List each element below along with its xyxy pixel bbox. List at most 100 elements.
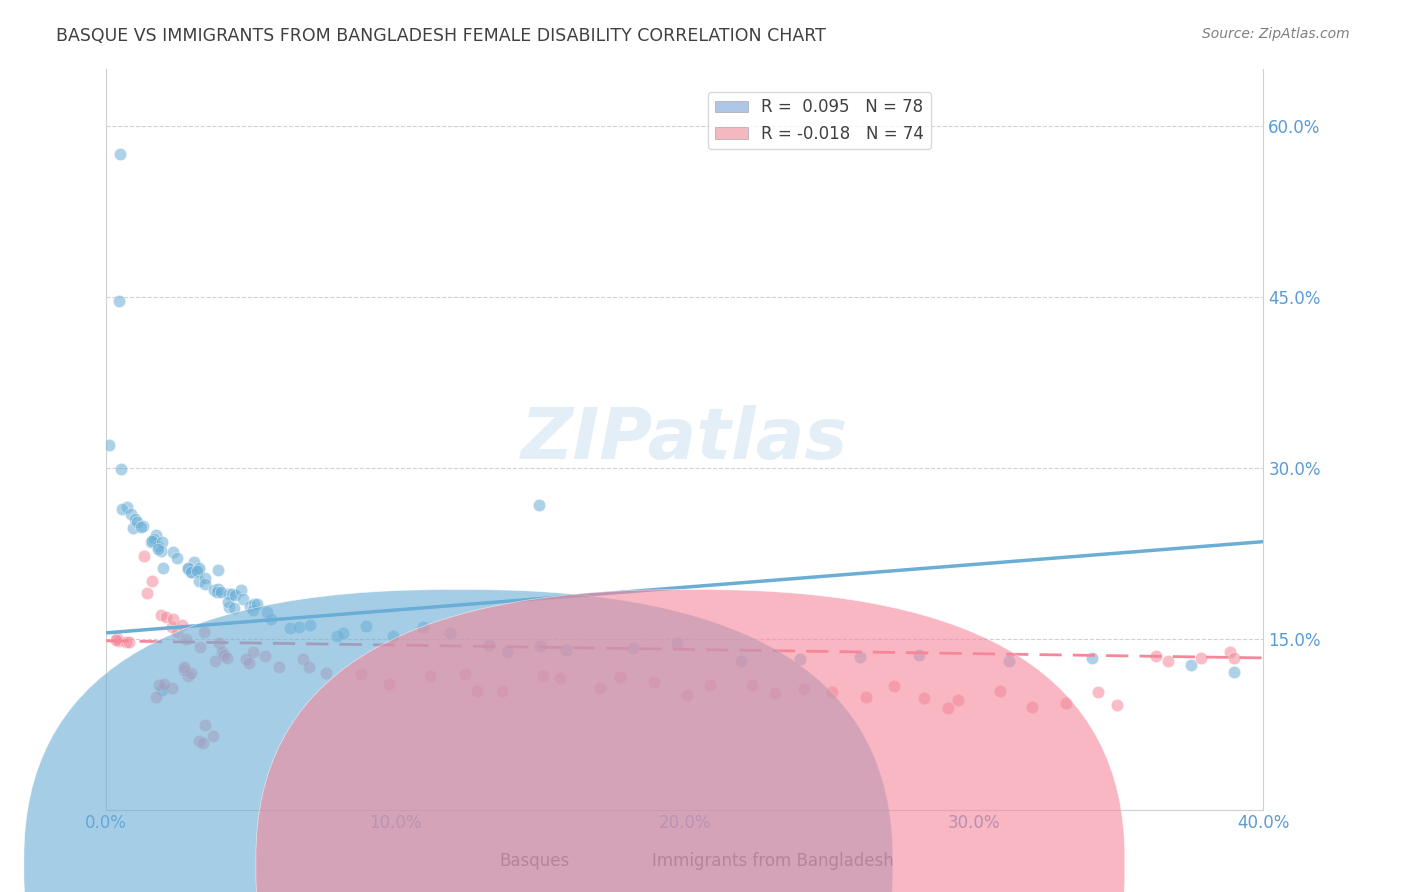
Point xyxy=(730,654,752,668)
Point xyxy=(988,684,1011,698)
Point xyxy=(177,560,200,574)
Point xyxy=(104,633,127,648)
Point xyxy=(211,645,233,659)
Point xyxy=(173,663,195,677)
Point xyxy=(278,621,301,635)
Point xyxy=(1180,658,1202,673)
Point xyxy=(188,560,211,574)
Point xyxy=(253,649,276,664)
Point xyxy=(193,625,215,640)
Point xyxy=(243,597,266,611)
Point xyxy=(194,718,217,732)
Point xyxy=(242,603,264,617)
Point xyxy=(699,678,721,692)
Point xyxy=(256,605,278,619)
Point xyxy=(217,595,239,609)
Point xyxy=(141,533,163,548)
Point xyxy=(218,599,240,614)
Point xyxy=(148,542,170,557)
Point xyxy=(134,549,156,563)
Point xyxy=(173,659,195,673)
Point xyxy=(166,624,188,639)
Point xyxy=(148,678,170,692)
Point xyxy=(269,659,291,673)
Point xyxy=(218,587,240,601)
Point xyxy=(108,634,131,648)
Point xyxy=(110,462,132,476)
Point xyxy=(142,532,165,546)
Point xyxy=(135,586,157,600)
Point xyxy=(222,601,245,615)
Point xyxy=(202,729,225,743)
Point xyxy=(382,629,405,643)
Point xyxy=(589,681,612,696)
Point xyxy=(454,667,477,681)
Point xyxy=(181,565,204,579)
Point xyxy=(855,690,877,704)
Point xyxy=(215,651,238,665)
Point xyxy=(214,648,236,662)
Point xyxy=(238,657,260,671)
Point xyxy=(936,701,959,715)
Point xyxy=(621,640,644,655)
Point xyxy=(162,612,184,626)
Point xyxy=(643,675,665,690)
Point xyxy=(150,535,173,549)
Point xyxy=(207,582,229,596)
Point xyxy=(912,690,935,705)
Point xyxy=(186,564,208,578)
Point xyxy=(193,736,215,750)
Point xyxy=(174,632,197,647)
Point xyxy=(207,563,229,577)
Point xyxy=(120,507,142,521)
Point xyxy=(118,634,141,648)
Text: Source: ZipAtlas.com: Source: ZipAtlas.com xyxy=(1202,27,1350,41)
Point xyxy=(531,668,554,682)
Point xyxy=(188,734,211,748)
Point xyxy=(162,545,184,559)
Point xyxy=(229,583,252,598)
Point xyxy=(260,612,283,626)
Point xyxy=(132,518,155,533)
Point xyxy=(288,620,311,634)
Point xyxy=(172,618,194,632)
Point xyxy=(665,636,688,650)
Point xyxy=(609,670,631,684)
Point xyxy=(205,584,228,599)
Point xyxy=(1157,654,1180,668)
Point xyxy=(1219,645,1241,659)
Point xyxy=(108,294,131,309)
Point xyxy=(1080,651,1102,665)
Point xyxy=(789,652,811,666)
Point xyxy=(354,619,377,633)
Point xyxy=(675,688,697,702)
Point xyxy=(98,438,121,452)
Point xyxy=(115,500,138,514)
Point xyxy=(548,671,571,685)
Point xyxy=(793,682,815,697)
Point xyxy=(150,682,173,697)
Point xyxy=(177,561,200,575)
Point xyxy=(1144,649,1167,664)
Point xyxy=(153,676,176,690)
Point xyxy=(315,665,337,680)
Point xyxy=(419,669,441,683)
Point xyxy=(298,660,321,674)
Point xyxy=(298,618,321,632)
Point xyxy=(1021,700,1043,714)
Point xyxy=(145,527,167,541)
Point xyxy=(122,520,145,534)
Point xyxy=(555,643,578,657)
Legend: R =  0.095   N = 78, R = -0.018   N = 74: R = 0.095 N = 78, R = -0.018 N = 74 xyxy=(709,92,931,149)
Point xyxy=(105,632,128,646)
Point xyxy=(350,667,373,681)
Text: Basques: Basques xyxy=(499,852,569,870)
Point xyxy=(124,512,146,526)
Point xyxy=(412,620,434,634)
Point xyxy=(188,640,211,654)
Point xyxy=(194,577,217,591)
Point xyxy=(378,677,401,691)
Point xyxy=(496,645,519,659)
Point xyxy=(221,587,243,601)
Point xyxy=(183,555,205,569)
